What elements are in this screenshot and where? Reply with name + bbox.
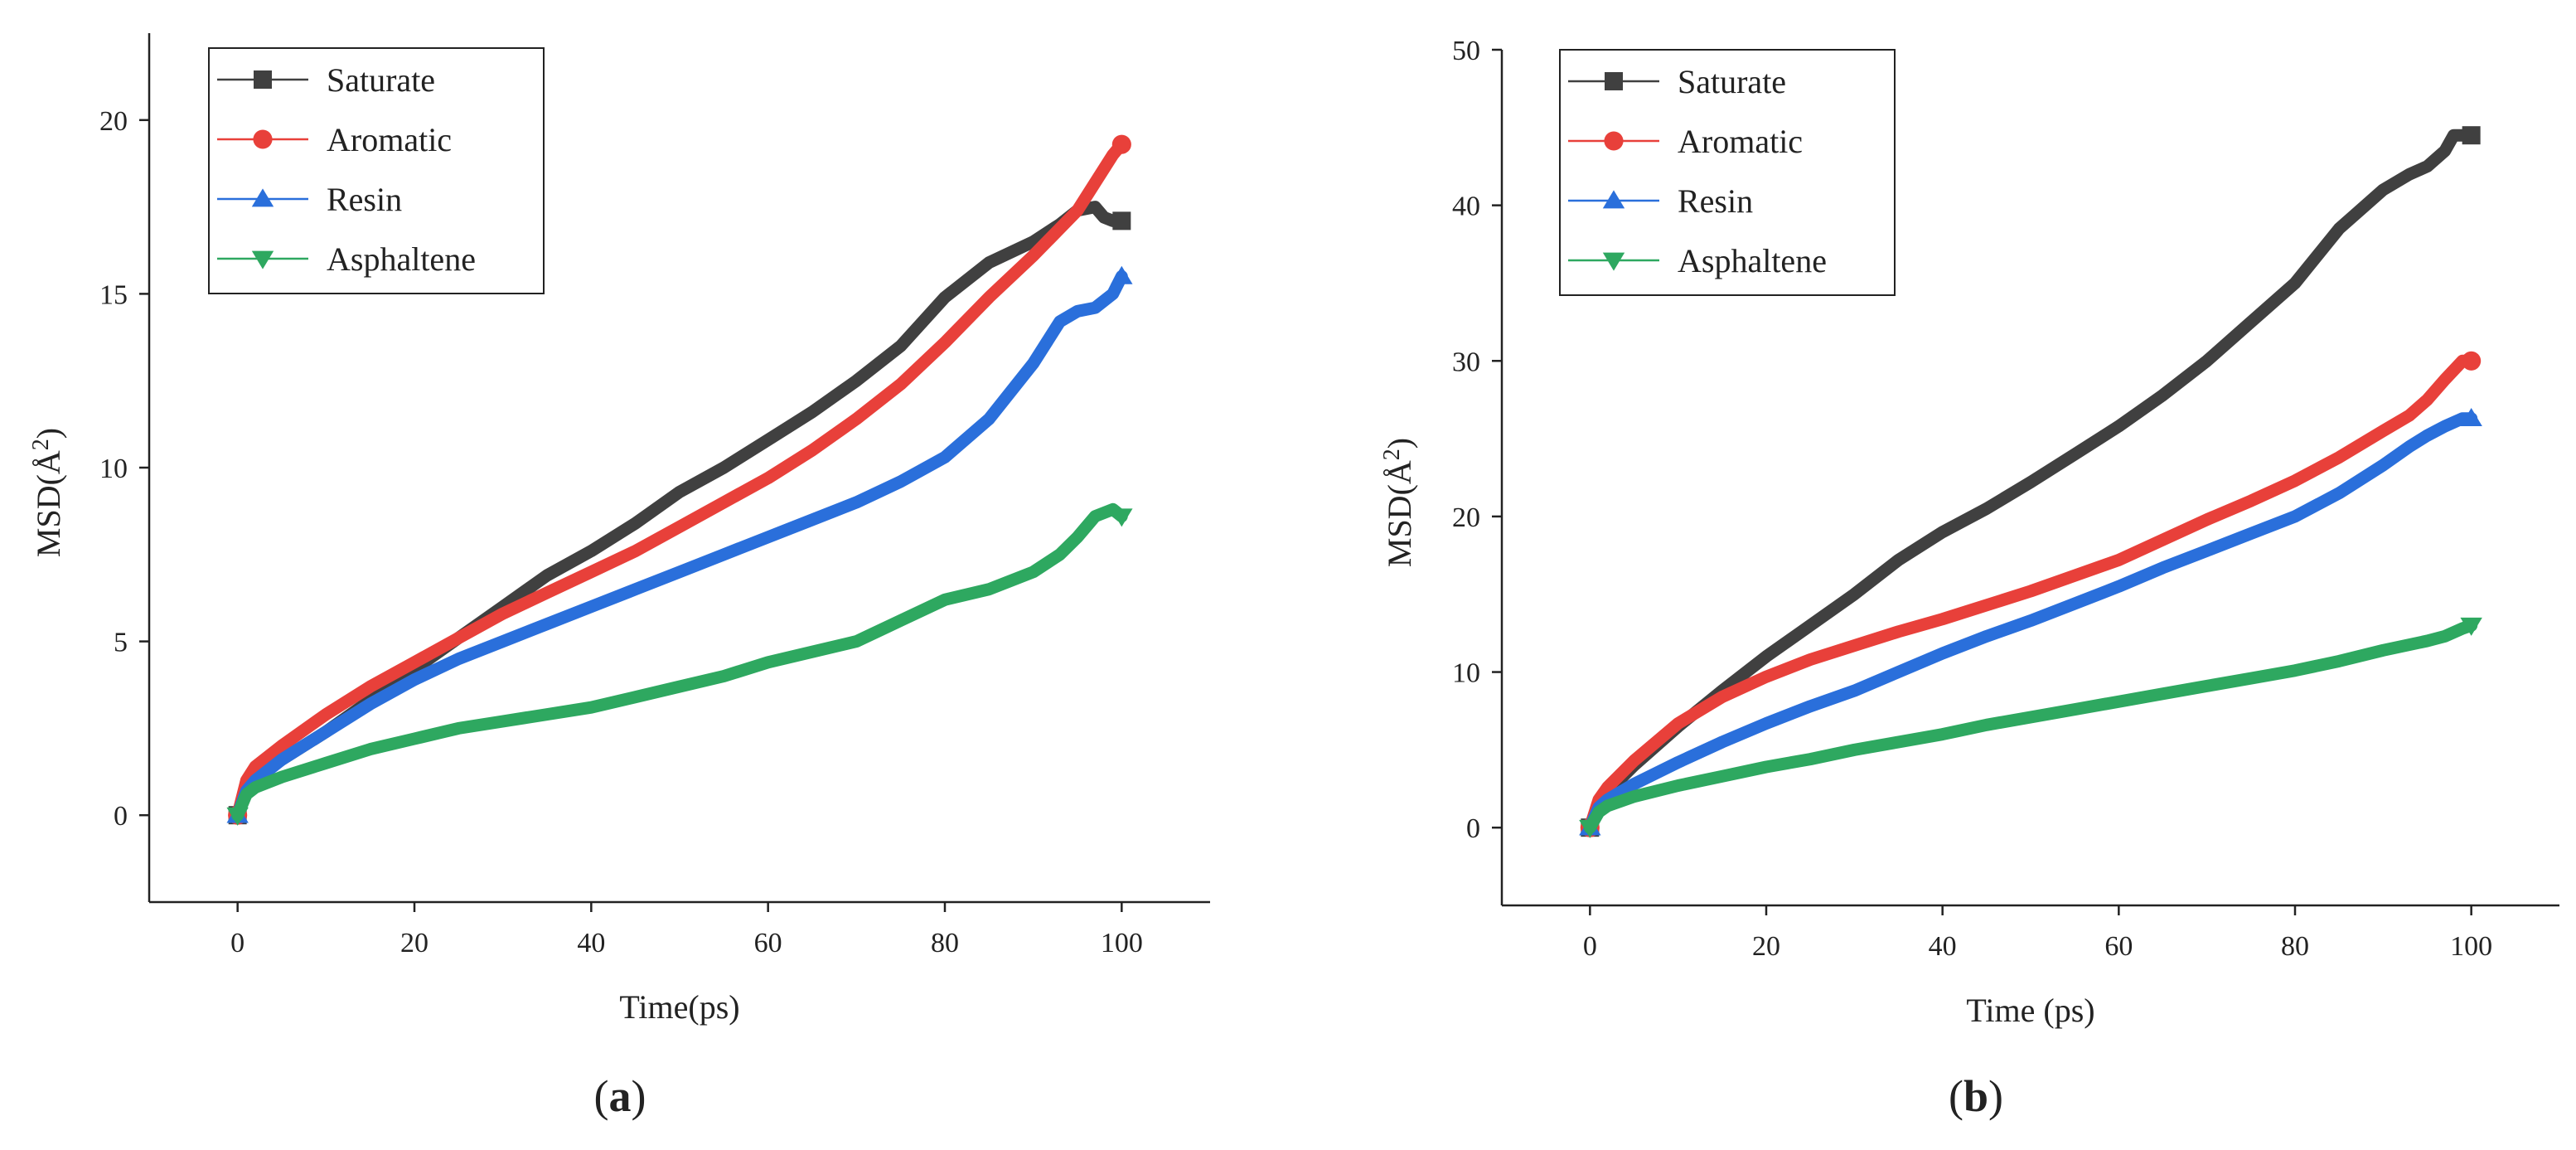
- data-point-saturate: [2462, 126, 2481, 145]
- y-tick-label: 10: [99, 454, 128, 484]
- data-point-asphaltene: [226, 807, 249, 826]
- data-point-asphaltene: [1111, 508, 1133, 527]
- x-tick-label: 100: [1101, 928, 1143, 958]
- series-line-resin: [231, 269, 1128, 822]
- series-line-resin: [1583, 412, 2478, 834]
- x-tick-label: 100: [2450, 931, 2492, 962]
- legend: Saturate Aromatic Resin Asphaltene: [208, 47, 545, 294]
- y-axis-title: MSD(Å2): [1379, 438, 1418, 567]
- y-axis-title: MSD(Å2): [28, 428, 67, 557]
- panel-caption: (a): [594, 1071, 646, 1121]
- legend-label-resin: Resin: [1678, 182, 1753, 220]
- legend-marker-saturate: [254, 70, 272, 89]
- x-tick-label: 80: [931, 928, 959, 958]
- legend-label-asphaltene: Asphaltene: [1678, 242, 1827, 279]
- series-line-aromatic: [231, 138, 1128, 822]
- y-tick-label: 50: [1452, 36, 1480, 66]
- data-point-saturate: [1112, 211, 1131, 230]
- legend-label-saturate: Saturate: [1678, 63, 1786, 100]
- legend-box: [208, 47, 545, 294]
- y-tick-label: 0: [114, 801, 128, 832]
- x-tick-label: 0: [1583, 931, 1597, 962]
- data-point-aromatic: [1111, 134, 1131, 154]
- series-line-asphaltene: [1583, 619, 2478, 834]
- legend-label-aromatic: Aromatic: [1678, 123, 1803, 160]
- chart-panel-b: 0 20 40 60 80 100 0 10 20 30 40 50 Time (ps) MSD(Å2) S…: [1379, 36, 2559, 1121]
- panel-caption: (b): [1949, 1071, 2003, 1121]
- x-tick-label: 60: [2104, 931, 2133, 962]
- legend-marker-aromatic: [253, 129, 273, 149]
- y-tick-label: 5: [114, 628, 128, 658]
- y-tick-label: 20: [1452, 502, 1480, 533]
- x-axis-title: Time(ps): [619, 988, 739, 1026]
- legend: Saturate Aromatic Resin Asphaltene: [1559, 49, 1896, 296]
- series-line-asphaltene: [231, 502, 1128, 822]
- series-line-aromatic: [1583, 354, 2478, 834]
- data-point-asphaltene: [2460, 617, 2482, 636]
- y-tick-label: 40: [1452, 192, 1480, 222]
- y-tick-label: 30: [1452, 347, 1480, 377]
- legend-label-resin: Resin: [327, 181, 402, 218]
- x-tick-label: 60: [754, 928, 782, 958]
- x-tick-label: 80: [2281, 931, 2309, 962]
- legend-label-aromatic: Aromatic: [327, 121, 452, 158]
- legend-marker-asphaltene: [251, 250, 274, 269]
- legend-marker-resin: [251, 188, 274, 207]
- x-tick-label: 20: [1752, 931, 1780, 962]
- data-point-resin: [1111, 265, 1133, 284]
- y-tick-label: 15: [99, 279, 128, 310]
- legend-marker-resin: [1602, 190, 1625, 209]
- data-point-resin: [2460, 408, 2482, 427]
- y-tick-label: 0: [1466, 813, 1480, 844]
- legend-label-asphaltene: Asphaltene: [327, 240, 476, 278]
- chart-panel-a: 0 20 40 60 80 100 0 5 10 15 20 Time(ps) MSD(Å2) Satur…: [28, 33, 1210, 1121]
- legend-marker-saturate: [1605, 72, 1623, 90]
- legend-label-saturate: Saturate: [327, 61, 435, 99]
- legend-marker-asphaltene: [1602, 252, 1625, 271]
- y-tick-label: 20: [99, 106, 128, 137]
- x-tick-label: 40: [577, 928, 605, 958]
- data-point-asphaltene: [1579, 819, 1601, 838]
- y-tick-label: 10: [1452, 658, 1480, 689]
- legend-marker-aromatic: [1604, 131, 1624, 151]
- x-axis-title: Time (ps): [1966, 992, 2094, 1029]
- x-tick-label: 20: [400, 928, 429, 958]
- x-tick-label: 40: [1929, 931, 1957, 962]
- data-point-aromatic: [2462, 351, 2482, 371]
- x-tick-label: 0: [230, 928, 245, 958]
